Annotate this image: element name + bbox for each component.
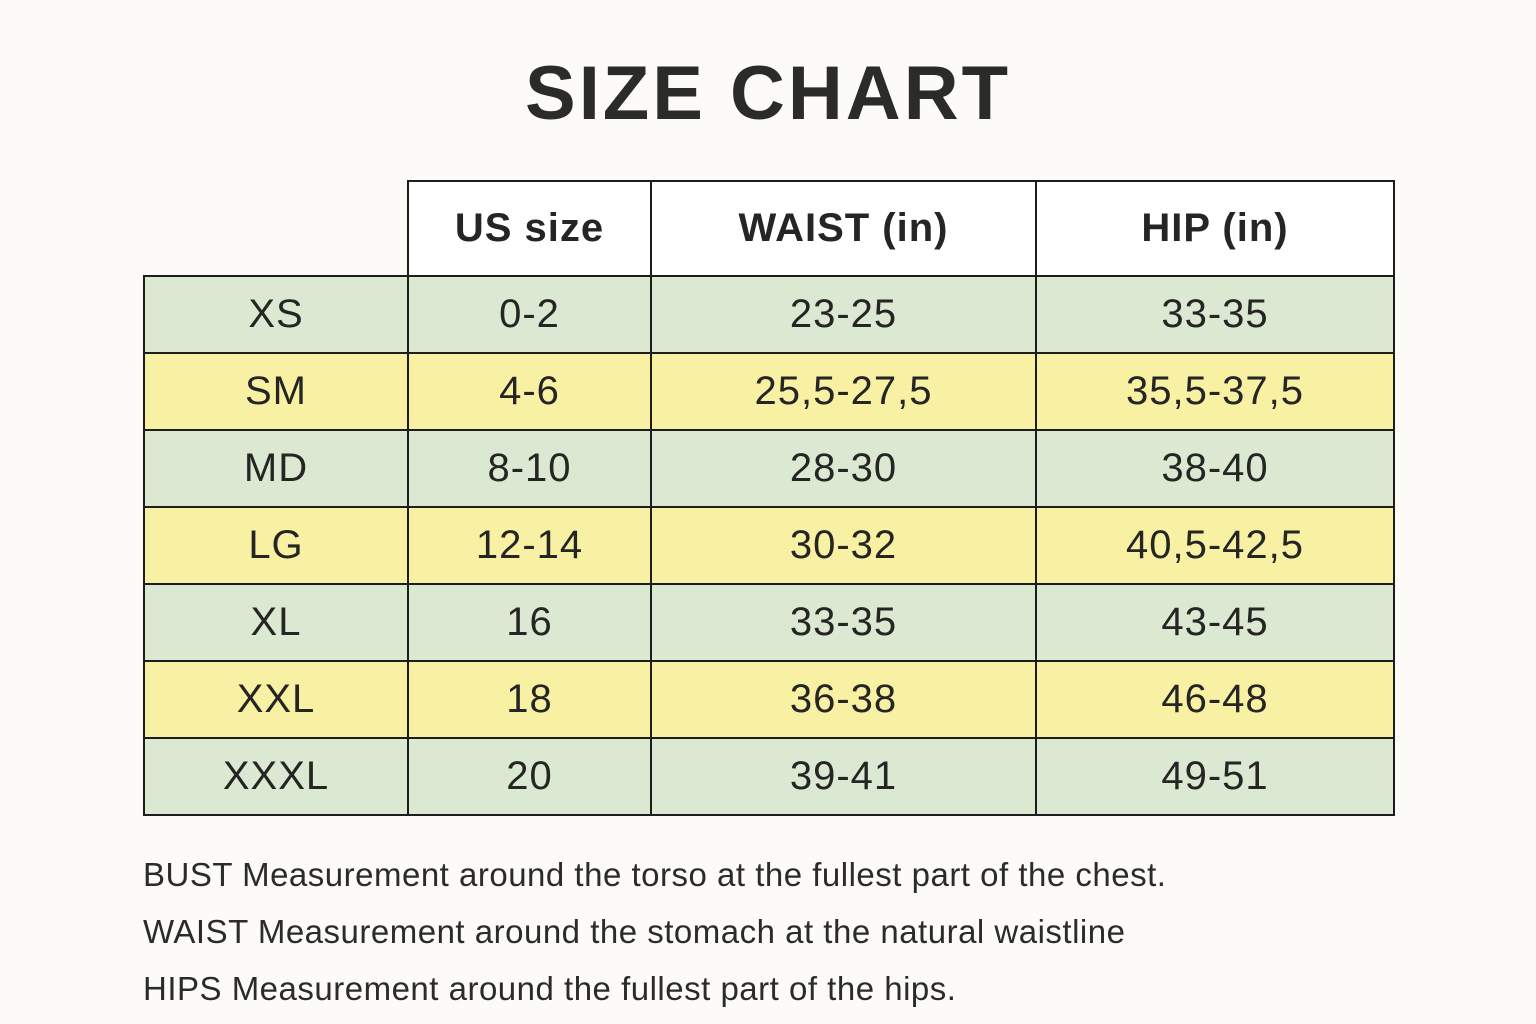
us-size-cell: 18	[407, 660, 652, 739]
us-size-cell: 20	[407, 737, 652, 816]
corner-cell	[144, 181, 408, 276]
table-body: XS 0-2 23-25 33-35 SM 4-6 25,5-27,5 35,5-37,5 MD…	[143, 275, 1395, 816]
size-chart-table: US size WAIST (in) HIP (in) XS 0-2 23-25 33…	[143, 180, 1395, 816]
column-header-us-size: US size	[407, 180, 652, 277]
header-row: US size WAIST (in) HIP (in)	[144, 180, 1395, 277]
table-row: MD 8-10 28-30 38-40	[143, 429, 1395, 508]
table-row: XS 0-2 23-25 33-35	[143, 275, 1395, 354]
hip-cell: 49-51	[1035, 737, 1395, 816]
waist-cell: 28-30	[650, 429, 1037, 508]
size-label-cell: LG	[143, 506, 409, 585]
size-label-cell: XXXL	[143, 737, 409, 816]
measurement-notes: BUST Measurement around the torso at the…	[143, 846, 1443, 1017]
hip-cell: 46-48	[1035, 660, 1395, 739]
table-header: US size WAIST (in) HIP (in)	[144, 180, 1395, 277]
waist-cell: 23-25	[650, 275, 1037, 354]
waist-cell: 33-35	[650, 583, 1037, 662]
us-size-cell: 8-10	[407, 429, 652, 508]
hip-cell: 40,5-42,5	[1035, 506, 1395, 585]
size-label-cell: MD	[143, 429, 409, 508]
size-label-cell: XS	[143, 275, 409, 354]
column-header-hip: HIP (in)	[1035, 180, 1395, 277]
hip-cell: 33-35	[1035, 275, 1395, 354]
size-label-cell: XL	[143, 583, 409, 662]
hip-cell: 35,5-37,5	[1035, 352, 1395, 431]
us-size-cell: 16	[407, 583, 652, 662]
hip-cell: 38-40	[1035, 429, 1395, 508]
note-hips: HIPS Measurement around the fullest part…	[143, 970, 957, 1007]
hip-cell: 43-45	[1035, 583, 1395, 662]
table-row: XL 16 33-35 43-45	[143, 583, 1395, 662]
us-size-cell: 0-2	[407, 275, 652, 354]
size-label-cell: SM	[143, 352, 409, 431]
table-row: LG 12-14 30-32 40,5-42,5	[143, 506, 1395, 585]
waist-cell: 39-41	[650, 737, 1037, 816]
column-header-waist: WAIST (in)	[650, 180, 1037, 277]
waist-cell: 30-32	[650, 506, 1037, 585]
waist-cell: 36-38	[650, 660, 1037, 739]
page-title: SIZE CHART	[525, 51, 1011, 136]
note-bust: BUST Measurement around the torso at the…	[143, 856, 1167, 893]
table-row: XXXL 20 39-41 49-51	[143, 737, 1395, 816]
table-row: XXL 18 36-38 46-48	[143, 660, 1395, 739]
us-size-cell: 4-6	[407, 352, 652, 431]
us-size-cell: 12-14	[407, 506, 652, 585]
waist-cell: 25,5-27,5	[650, 352, 1037, 431]
note-waist: WAIST Measurement around the stomach at …	[143, 913, 1126, 950]
table-row: SM 4-6 25,5-27,5 35,5-37,5	[143, 352, 1395, 431]
size-label-cell: XXL	[143, 660, 409, 739]
